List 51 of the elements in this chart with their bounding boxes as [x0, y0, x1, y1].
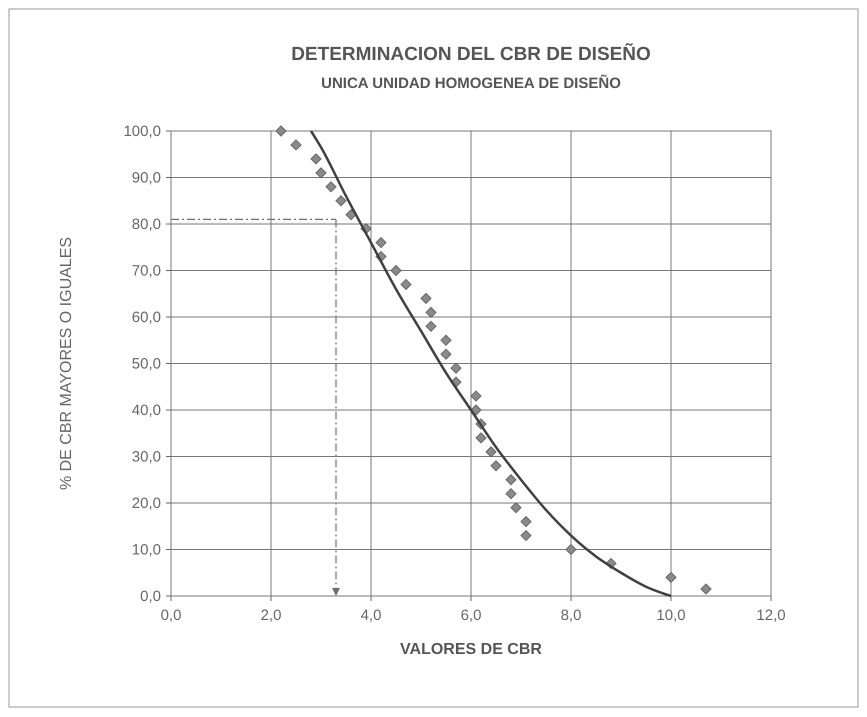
point — [440, 334, 452, 346]
x-axis-title: VALORES DE CBR — [400, 641, 542, 658]
point — [310, 153, 322, 164]
chart-title: DETERMINACION DEL CBR DE DISEÑO — [291, 43, 651, 65]
y-tick-label: 0,0 — [140, 588, 161, 605]
point — [290, 139, 302, 150]
point — [486, 446, 496, 458]
point — [426, 306, 436, 318]
point — [510, 502, 522, 514]
point — [506, 474, 516, 486]
point — [520, 516, 532, 528]
x-tick-label: 10,0 — [656, 607, 686, 624]
point — [520, 530, 532, 542]
y-tick-label: 100,0 — [123, 123, 161, 140]
point — [666, 572, 676, 583]
point — [326, 181, 336, 192]
y-tick-label: 70,0 — [132, 262, 161, 280]
point — [506, 488, 516, 500]
y-axis-title: % DE CBR MAYORES O IGUALES — [58, 236, 75, 490]
point — [470, 390, 482, 402]
point — [346, 209, 356, 220]
y-tick-label: 40,0 — [132, 402, 161, 419]
x-tick-label: 8,0 — [560, 607, 582, 624]
y-tick-label: 80,0 — [132, 216, 161, 233]
y-tick-label: 10,0 — [132, 542, 161, 558]
point — [376, 237, 386, 248]
point — [316, 167, 326, 178]
x-tick-label: 12,0 — [756, 607, 786, 624]
y-tick-label: 90,0 — [132, 170, 161, 186]
x-tick-label: 2,0 — [260, 607, 282, 624]
point — [450, 362, 462, 374]
point — [476, 432, 486, 444]
y-tick-label: 30,0 — [132, 448, 161, 466]
y-tick-label: 50,0 — [132, 356, 161, 372]
y-tick-label: 20,0 — [132, 495, 161, 512]
point — [490, 460, 502, 472]
point — [700, 584, 712, 595]
point — [426, 320, 436, 332]
x-tick-label: 0,0 — [160, 607, 182, 624]
point — [276, 126, 286, 136]
y-tick-label: 60,0 — [132, 309, 161, 326]
point — [400, 278, 412, 290]
point — [336, 195, 346, 206]
chart-subtitle: UNICA UNIDAD HOMOGENEA DE DISEÑO — [321, 74, 622, 92]
point — [440, 348, 452, 360]
point — [390, 265, 402, 276]
point — [420, 292, 432, 304]
line-series — [310, 130, 672, 598]
point — [566, 544, 576, 555]
x-tick-label: 6,0 — [460, 607, 482, 624]
x-tick-label: 4,0 — [360, 607, 382, 624]
